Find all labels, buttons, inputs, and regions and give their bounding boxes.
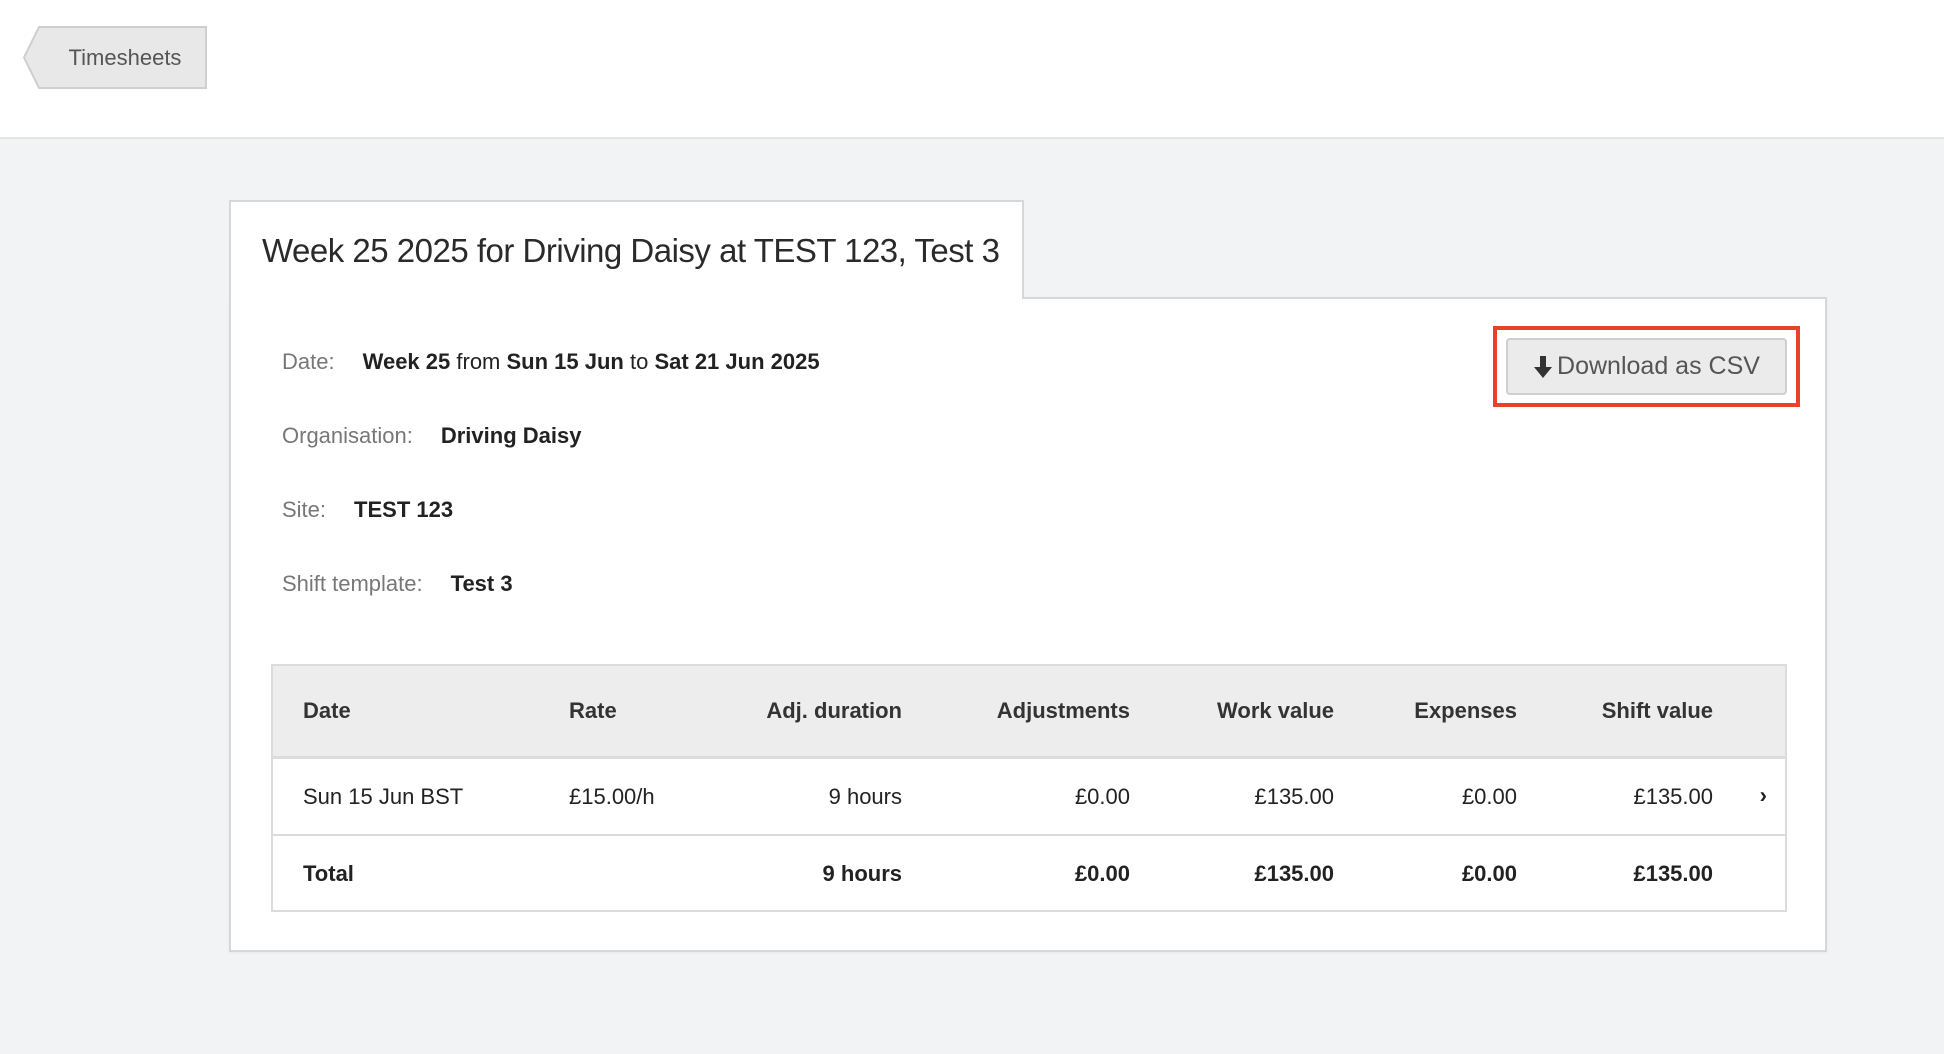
highlight-box: Download as CSV: [1493, 326, 1800, 407]
shift-template-value: Test 3: [450, 571, 513, 596]
organisation-label: Organisation:: [282, 423, 413, 448]
table-total-row: Total 9 hours £0.00 £135.00 £0.00 £135.0…: [273, 836, 1785, 912]
shifts-table: Date Rate Adj. duration Adjustments Work…: [271, 664, 1787, 912]
cell-rate: £15.00/h: [569, 783, 655, 809]
total-shift-value: £135.00: [1633, 861, 1713, 886]
info-shift-template: Shift template: Test 3: [282, 571, 513, 597]
column-header: Work value: [1217, 698, 1334, 723]
arrow-down-icon: [1534, 355, 1553, 378]
cell-shift-value: £135.00: [1633, 783, 1713, 809]
date-end: Sat 21 Jun 2025: [654, 349, 820, 374]
back-button-label: Timesheets: [68, 45, 182, 70]
page-title: Week 25 2025 for Driving Daisy at TEST 1…: [262, 232, 1000, 269]
chevron-right-icon[interactable]: ›: [1759, 782, 1767, 808]
site-value: TEST 123: [354, 497, 454, 522]
table-header: Date Rate Adj. duration Adjustments Work…: [273, 666, 1785, 759]
cell-adjustments: £0.00: [1074, 783, 1130, 809]
cell-expenses: £0.00: [1461, 783, 1517, 809]
column-header: Adj. duration: [766, 698, 902, 723]
download-csv-label: Download as CSV: [1557, 352, 1760, 380]
site-label: Site:: [282, 497, 327, 522]
date-start: Sun 15 Jun: [506, 349, 624, 374]
organisation-value: Driving Daisy: [440, 423, 582, 448]
table-row[interactable]: Sun 15 Jun BST £15.00/h 9 hours £0.00 £1…: [273, 759, 1785, 836]
total-adjustments: £0.00: [1074, 861, 1130, 886]
total-expenses: £0.00: [1461, 861, 1517, 886]
date-to-word: to: [629, 349, 649, 374]
back-arrow-shape: [23, 26, 207, 89]
back-to-timesheets-button[interactable]: Timesheets: [23, 26, 207, 89]
column-header: Expenses: [1414, 698, 1517, 723]
column-header: Shift value: [1601, 698, 1713, 723]
date-from-word: from: [456, 349, 501, 374]
column-header: Adjustments: [996, 698, 1130, 723]
page-title-tab: Week 25 2025 for Driving Daisy at TEST 1…: [229, 200, 1024, 299]
cell-work-value: £135.00: [1254, 783, 1334, 809]
date-label: Date:: [282, 349, 335, 374]
info-site: Site: TEST 123: [282, 497, 453, 523]
total-adj-duration: 9 hours: [822, 861, 902, 886]
column-header: Rate: [569, 698, 617, 723]
download-csv-button[interactable]: Download as CSV: [1506, 338, 1787, 395]
total-work-value: £135.00: [1254, 861, 1334, 886]
total-label: Total: [303, 861, 354, 886]
info-organisation: Organisation: Driving Daisy: [282, 423, 581, 449]
info-date: Date: Week 25 from Sun 15 Jun to Sat 21 J…: [282, 349, 820, 375]
top-bar: Timesheets: [0, 0, 1944, 139]
cell-adj-duration: 9 hours: [828, 783, 902, 809]
cell-date: Sun 15 Jun BST: [303, 783, 464, 809]
timesheet-panel: Date: Week 25 from Sun 15 Jun to Sat 21 J…: [229, 297, 1827, 952]
column-header: Date: [303, 698, 351, 723]
date-week: Week 25: [362, 349, 451, 374]
shift-template-label: Shift template:: [282, 571, 423, 596]
